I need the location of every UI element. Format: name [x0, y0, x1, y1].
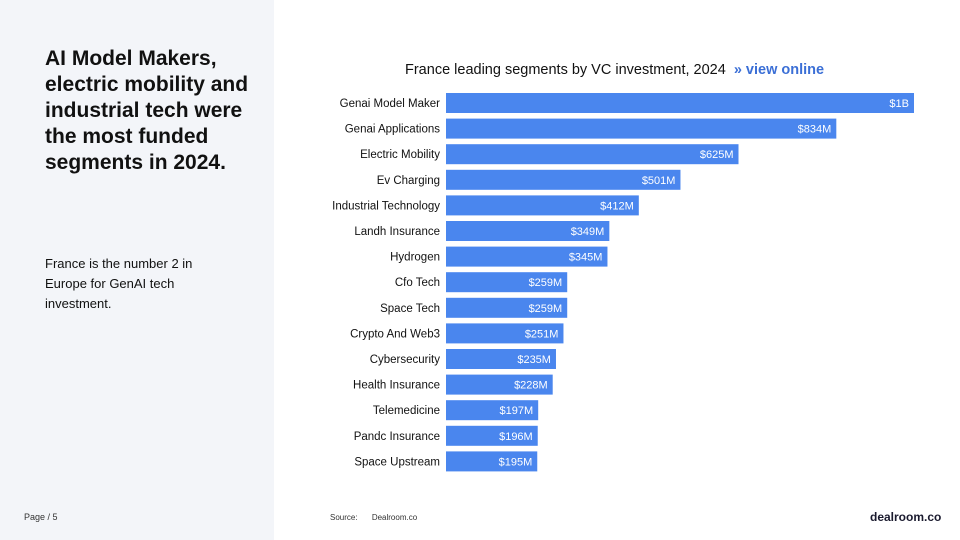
category-label: Space Upstream — [354, 456, 440, 468]
bar-value-label: $501M — [642, 175, 676, 187]
bar-value-label: $228M — [514, 380, 548, 392]
category-label: Industrial Technology — [332, 200, 440, 212]
bar — [446, 425, 538, 446]
category-label: Genai Model Maker — [340, 98, 441, 110]
bar-value-label: $412M — [600, 200, 634, 212]
bar-value-label: $349M — [571, 226, 605, 238]
category-label: Telemedicine — [373, 405, 440, 417]
category-label: Cfo Tech — [395, 277, 440, 289]
chart-title-text: France leading segments by VC investment… — [405, 62, 726, 78]
bar — [446, 221, 610, 241]
category-label: Ev Charging — [377, 175, 440, 187]
bar-value-label: $1B — [889, 98, 909, 110]
category-label: Hydrogen — [390, 252, 440, 264]
bar — [446, 451, 538, 472]
bar — [446, 93, 914, 113]
category-label: Electric Mobility — [360, 149, 440, 161]
category-label: Pandc Insurance — [354, 431, 440, 443]
bar-value-label: $251M — [525, 328, 559, 340]
bar — [446, 297, 568, 318]
category-label: Crypto And Web3 — [350, 328, 440, 340]
bar-value-label: $195M — [499, 456, 533, 468]
category-label: Genai Applications — [345, 124, 441, 136]
bar-value-label: $345M — [569, 252, 603, 264]
bar-value-label: $196M — [499, 431, 533, 443]
source-note: Source: Dealroom.co — [330, 513, 417, 522]
bar-value-label: $834M — [798, 124, 832, 136]
dealroom-logo[interactable]: dealroom.co — [870, 510, 942, 524]
bar — [446, 323, 564, 344]
category-label: Cybersecurity — [370, 354, 441, 366]
bar — [446, 169, 681, 190]
bar — [446, 400, 539, 421]
category-label: Health Insurance — [353, 380, 440, 392]
bar — [446, 349, 556, 369]
category-label: Landh Insurance — [354, 226, 440, 238]
bar — [446, 272, 568, 293]
bar-value-label: $197M — [500, 405, 534, 417]
bar — [446, 144, 739, 165]
bar — [446, 118, 837, 139]
page-headline: AI Model Makers, electric mobility and i… — [45, 47, 249, 174]
chart-title: France leading segments by VC investment… — [405, 62, 824, 78]
bar — [446, 374, 553, 395]
source-value: Dealroom.co — [371, 513, 418, 522]
page-subtext: France is the number 2 in Europe for Gen… — [45, 256, 193, 311]
bar — [446, 246, 608, 267]
bar-chart: Genai Model Maker $1B Genai Applications $8… — [332, 93, 914, 472]
source-label: Source: — [330, 513, 358, 522]
category-label: Space Tech — [380, 303, 440, 315]
bar-value-label: $625M — [700, 149, 734, 161]
view-online-link[interactable]: » view online — [733, 62, 825, 78]
bar-value-label: $259M — [529, 303, 563, 315]
page-number: Page / 5 — [24, 512, 58, 522]
left-panel: AI Model Makers, electric mobility and i… — [0, 0, 274, 540]
bar-value-label: $235M — [517, 354, 551, 366]
bar-value-label: $259M — [529, 277, 563, 289]
bar — [446, 195, 639, 216]
